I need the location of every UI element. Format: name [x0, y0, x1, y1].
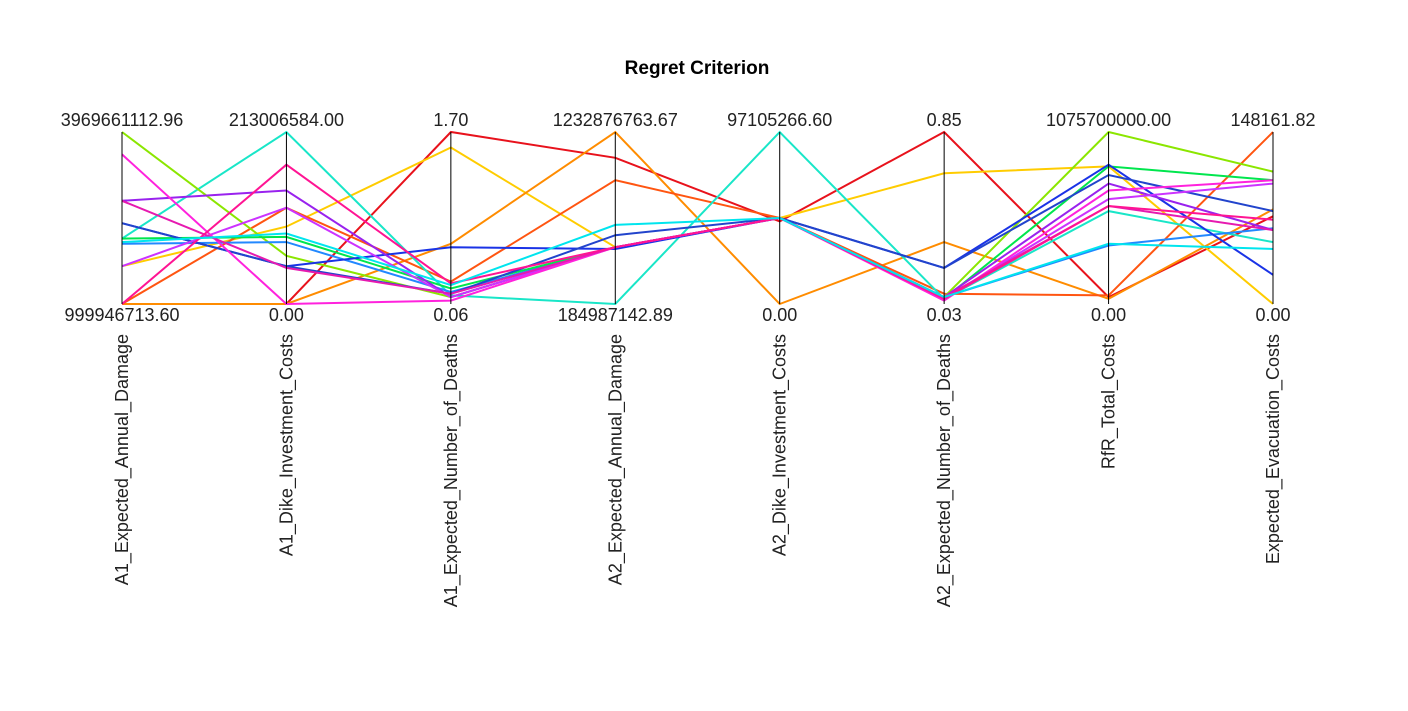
- series-line-15: [121, 216, 1274, 299]
- axis-min-label-2: 0.06: [433, 305, 468, 325]
- axis-max-label-2: 1.70: [433, 110, 468, 130]
- series-line-4: [121, 130, 1274, 306]
- axis-max-label-5: 0.85: [927, 110, 962, 130]
- axis-min-label-0: 999946713.60: [64, 305, 179, 325]
- series-line-9: [121, 173, 1274, 295]
- series-line-3: [121, 131, 1274, 305]
- axis-name-label-6: RfR_Total_Costs: [1099, 334, 1120, 469]
- axis-max-label-3: 1232876763.67: [553, 110, 678, 130]
- axis-name-label-0: A1_Expected_Annual_Damage: [112, 334, 133, 585]
- axis-min-label-4: 0.00: [762, 305, 797, 325]
- axis-max-label-6: 1075700000.00: [1046, 110, 1171, 130]
- axis-min-label-7: 0.00: [1255, 305, 1290, 325]
- axis-max-label-0: 3969661112.96: [61, 110, 183, 130]
- axis-name-label-1: A1_Dike_Investment_Costs: [276, 334, 297, 556]
- series-line-11: [121, 182, 1274, 300]
- axis-max-label-4: 97105266.60: [727, 110, 832, 130]
- axis-name-label-5: A2_Expected_Number_of_Deaths: [934, 334, 955, 607]
- axis-min-label-1: 0.00: [269, 305, 304, 325]
- series-line-0: [122, 130, 1274, 305]
- axis-min-label-5: 0.03: [927, 305, 962, 325]
- axis-name-label-7: Expected_Evacuation_Costs: [1263, 334, 1284, 564]
- axis-max-label-1: 213006584.00: [229, 110, 344, 130]
- axis-max-label-7: 148161.82: [1230, 110, 1315, 130]
- series-layer: [121, 130, 1274, 306]
- series-line-12: [121, 153, 1274, 306]
- axis-name-label-4: A2_Dike_Investment_Costs: [770, 334, 791, 556]
- chart-title: Regret Criterion: [625, 58, 770, 79]
- axes-layer: 3969661112.96 999946713.60 A1_Expected_Ann…: [61, 110, 1316, 607]
- axis-min-label-3: 184987142.89: [558, 305, 673, 325]
- series-line-14: [121, 163, 1274, 305]
- axis-name-label-2: A1_Expected_Number_of_Deaths: [441, 334, 462, 607]
- axis-min-label-6: 0.00: [1091, 305, 1126, 325]
- axis-name-label-3: A2_Expected_Annual_Damage: [605, 334, 626, 585]
